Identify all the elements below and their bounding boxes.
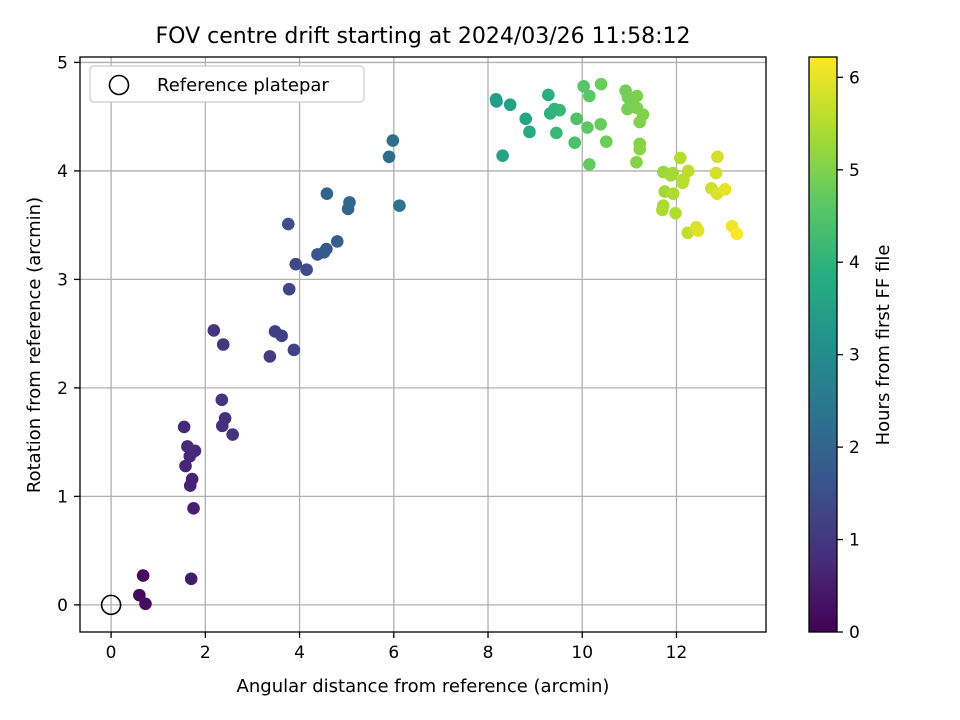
data-point — [656, 203, 669, 217]
chart-title: FOV centre drift starting at 2024/03/26 … — [156, 24, 691, 49]
colorbar-tick-label: 0 — [849, 623, 860, 643]
plot-frame — [79, 56, 767, 633]
data-point — [730, 227, 744, 241]
data-point — [718, 183, 732, 196]
legend-box — [89, 65, 365, 103]
data-point — [207, 324, 221, 337]
data-point — [519, 112, 533, 126]
data-point — [226, 428, 239, 441]
y-tick-label: 3 — [57, 270, 68, 290]
data-point — [281, 217, 295, 231]
data-point — [594, 77, 608, 91]
data-point — [550, 126, 563, 140]
colorbar: 0 1 2 3 4 5 6 Hours from first FF file — [808, 56, 894, 643]
x-axis-ticks: 0 2 4 6 8 10 12 — [106, 632, 688, 663]
y-tick-label: 0 — [57, 596, 68, 616]
data-point — [216, 338, 230, 351]
data-point — [179, 459, 192, 473]
legend-entry-label: Reference platepar — [157, 75, 329, 96]
data-point — [330, 235, 344, 248]
data-point — [673, 151, 687, 165]
data-point — [300, 263, 313, 276]
data-point — [320, 187, 334, 200]
colorbar-tick-label: 6 — [849, 68, 860, 88]
data-point — [681, 164, 695, 178]
data-point — [630, 155, 643, 169]
data-point — [599, 135, 613, 148]
plot-area — [80, 57, 766, 632]
data-point — [709, 166, 723, 180]
grid — [80, 57, 766, 632]
data-point — [489, 93, 503, 106]
data-point — [630, 89, 644, 103]
data-point — [187, 502, 200, 515]
data-point — [553, 103, 566, 117]
data-point — [181, 440, 194, 453]
data-point — [676, 176, 689, 190]
y-tick-label: 4 — [57, 162, 68, 182]
data-point — [287, 343, 301, 357]
data-point — [185, 472, 199, 486]
data-point — [343, 196, 356, 209]
data-point — [691, 224, 705, 237]
legend: Reference platepar — [89, 65, 365, 103]
data-point — [386, 134, 400, 147]
data-point — [136, 569, 150, 582]
y-tick-label: 2 — [57, 379, 68, 399]
data-point — [583, 89, 596, 103]
colorbar-label: Hours from first FF file — [873, 245, 894, 446]
data-point — [666, 166, 680, 180]
data-point — [633, 142, 647, 156]
data-point — [320, 242, 333, 256]
x-tick-label: 0 — [106, 643, 117, 663]
data-point — [570, 112, 583, 126]
y-tick-label: 1 — [57, 487, 68, 507]
data-point — [275, 329, 288, 343]
data-point — [583, 158, 596, 171]
data-point — [393, 199, 406, 212]
data-point — [711, 150, 724, 164]
x-tick-label: 6 — [388, 643, 399, 663]
data-point — [503, 98, 517, 112]
data-point — [177, 420, 191, 434]
data-point — [496, 149, 509, 163]
y-axis-ticks: 0 1 2 3 4 5 — [57, 53, 80, 616]
legend-marker-icon — [108, 74, 130, 96]
colorbar-tick-label: 2 — [849, 438, 860, 458]
data-point — [289, 257, 303, 271]
data-point — [139, 597, 152, 611]
colorbar-tick-label: 4 — [849, 253, 860, 273]
data-point — [215, 393, 229, 407]
reference-platepar-marker — [100, 594, 122, 616]
data-point — [218, 411, 232, 425]
data-point — [636, 108, 650, 121]
x-tick-label: 8 — [483, 643, 494, 663]
data-point — [282, 282, 296, 296]
data-point — [669, 206, 682, 220]
data-point — [263, 350, 277, 363]
y-axis-label: Rotation from reference (arcmin) — [24, 197, 45, 493]
colorbar-tick-label: 5 — [849, 161, 860, 181]
data-point — [382, 150, 396, 164]
data-point — [594, 117, 607, 131]
data-point — [184, 572, 198, 586]
x-tick-label: 10 — [571, 643, 593, 663]
data-point — [542, 88, 555, 102]
x-tick-label: 4 — [294, 643, 305, 663]
y-tick-label: 5 — [57, 53, 68, 73]
data-point — [523, 125, 536, 139]
data-point — [581, 121, 594, 134]
colorbar-ticks: 0 1 2 3 4 5 6 — [837, 68, 860, 643]
data-points — [133, 77, 744, 611]
data-point — [577, 79, 590, 93]
colorbar-tick-label: 3 — [849, 346, 860, 366]
x-tick-label: 2 — [200, 643, 211, 663]
x-tick-label: 12 — [666, 643, 688, 663]
colorbar-gradient — [808, 56, 838, 633]
colorbar-tick-label: 1 — [849, 531, 860, 551]
data-point — [666, 187, 680, 200]
x-axis-label: Angular distance from reference (arcmin) — [237, 676, 610, 697]
data-point — [568, 136, 582, 150]
